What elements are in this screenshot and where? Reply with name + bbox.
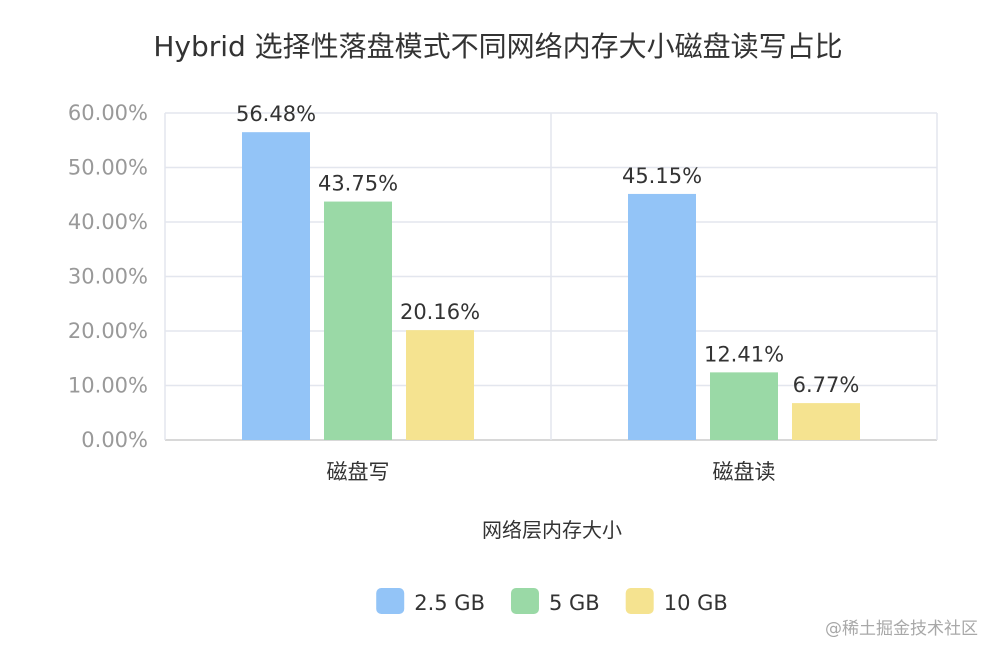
bar[interactable] bbox=[242, 132, 310, 440]
bar[interactable] bbox=[792, 403, 860, 440]
x-axis-categories: 磁盘写 磁盘读 bbox=[327, 460, 776, 484]
y-tick-label: 30.00% bbox=[68, 265, 148, 289]
y-tick-label: 40.00% bbox=[68, 210, 148, 234]
bar[interactable] bbox=[710, 372, 778, 440]
legend-label[interactable]: 5 GB bbox=[549, 591, 600, 615]
data-label: 20.16% bbox=[400, 300, 480, 324]
data-labels: 56.48% 43.75% 20.16% 45.15% 12.41% 6.77% bbox=[236, 102, 859, 397]
y-tick-label: 20.00% bbox=[68, 319, 148, 343]
bar[interactable] bbox=[324, 201, 392, 440]
legend-swatch[interactable] bbox=[510, 588, 539, 614]
y-axis-ticks: 0.00% 10.00% 20.00% 30.00% 40.00% 50.00% 60.00… bbox=[68, 101, 148, 452]
y-tick-label: 10.00% bbox=[68, 374, 148, 398]
y-tick-label: 0.00% bbox=[81, 428, 148, 452]
x-category-label: 磁盘读 bbox=[713, 460, 776, 484]
data-label: 43.75% bbox=[318, 172, 398, 196]
bars bbox=[242, 132, 860, 440]
data-label: 6.77% bbox=[793, 373, 860, 397]
data-label: 45.15% bbox=[622, 164, 702, 188]
chart-title: Hybrid 选择性落盘模式不同网络内存大小磁盘读写占比 bbox=[153, 30, 842, 63]
bar[interactable] bbox=[628, 193, 696, 440]
legend-label[interactable]: 10 GB bbox=[664, 591, 728, 615]
bar[interactable] bbox=[406, 330, 474, 440]
x-axis-label: 网络层内存大小 bbox=[482, 518, 622, 542]
legend-label[interactable]: 2.5 GB bbox=[414, 591, 485, 615]
data-label: 12.41% bbox=[704, 342, 784, 366]
y-tick-label: 60.00% bbox=[68, 101, 148, 125]
watermark: @稀土掘金技术社区 bbox=[825, 619, 978, 639]
legend[interactable]: 2.5 GB 5 GB 10 GB bbox=[376, 588, 728, 615]
data-label: 56.48% bbox=[236, 102, 316, 126]
y-tick-label: 50.00% bbox=[68, 156, 148, 180]
legend-swatch[interactable] bbox=[625, 588, 654, 614]
legend-swatch[interactable] bbox=[376, 588, 405, 614]
x-category-label: 磁盘写 bbox=[327, 460, 390, 484]
